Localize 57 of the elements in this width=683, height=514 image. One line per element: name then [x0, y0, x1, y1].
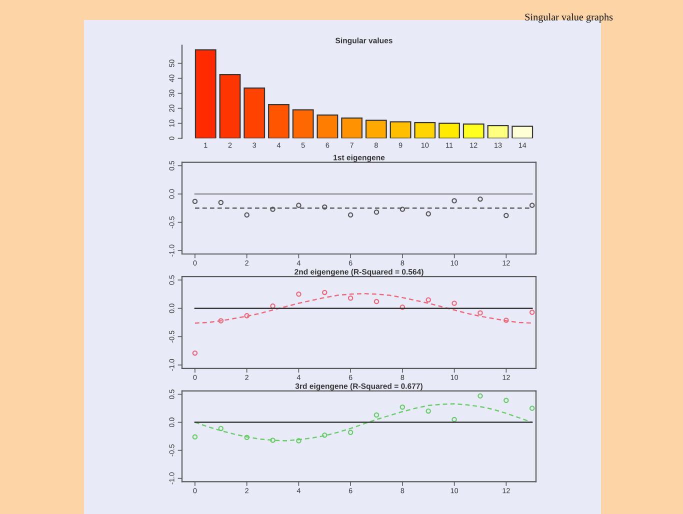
- bar: [462, 123, 484, 138]
- point: [322, 290, 328, 296]
- point: [452, 300, 457, 306]
- point: [504, 212, 509, 218]
- point: [400, 206, 406, 212]
- point: [400, 404, 406, 410]
- point: [348, 430, 354, 436]
- point: [244, 212, 250, 218]
- bar: [390, 121, 412, 138]
- bar: [512, 126, 534, 138]
- bar: [219, 74, 241, 138]
- point: [192, 350, 198, 356]
- bar: [365, 120, 387, 138]
- point: [270, 438, 276, 443]
- point: [504, 318, 509, 323]
- point: [244, 313, 250, 318]
- point: [296, 202, 302, 208]
- bar: [194, 49, 216, 138]
- point: [322, 432, 328, 438]
- point: [504, 398, 509, 404]
- point: [218, 200, 224, 206]
- bar: [414, 122, 436, 138]
- point: [529, 310, 535, 315]
- point: [426, 211, 432, 216]
- text: Singular value graphs: [525, 13, 613, 23]
- line-series: [194, 292, 533, 324]
- point: [218, 426, 224, 432]
- bar: [292, 109, 314, 138]
- point: [478, 310, 483, 316]
- point: [452, 416, 457, 422]
- bar: [438, 122, 460, 138]
- point: [244, 434, 250, 440]
- point: [348, 295, 354, 301]
- point: [426, 408, 432, 414]
- bar: [316, 114, 338, 138]
- point: [218, 318, 224, 324]
- point: [529, 202, 535, 208]
- point: [374, 412, 380, 418]
- point: [296, 438, 302, 444]
- bar: [244, 87, 266, 138]
- point: [270, 206, 276, 212]
- point: [192, 198, 198, 204]
- bar: [341, 117, 363, 138]
- point: [529, 406, 535, 411]
- point: [374, 209, 380, 215]
- bar: [268, 104, 290, 138]
- point: [322, 204, 328, 210]
- point: [478, 196, 483, 202]
- point: [192, 434, 198, 440]
- point: [452, 198, 457, 204]
- point: [478, 393, 483, 399]
- bar: [487, 124, 509, 138]
- point: [426, 297, 432, 302]
- point: [296, 292, 302, 297]
- point: [374, 298, 380, 304]
- point: [348, 212, 354, 218]
- point: [400, 304, 406, 310]
